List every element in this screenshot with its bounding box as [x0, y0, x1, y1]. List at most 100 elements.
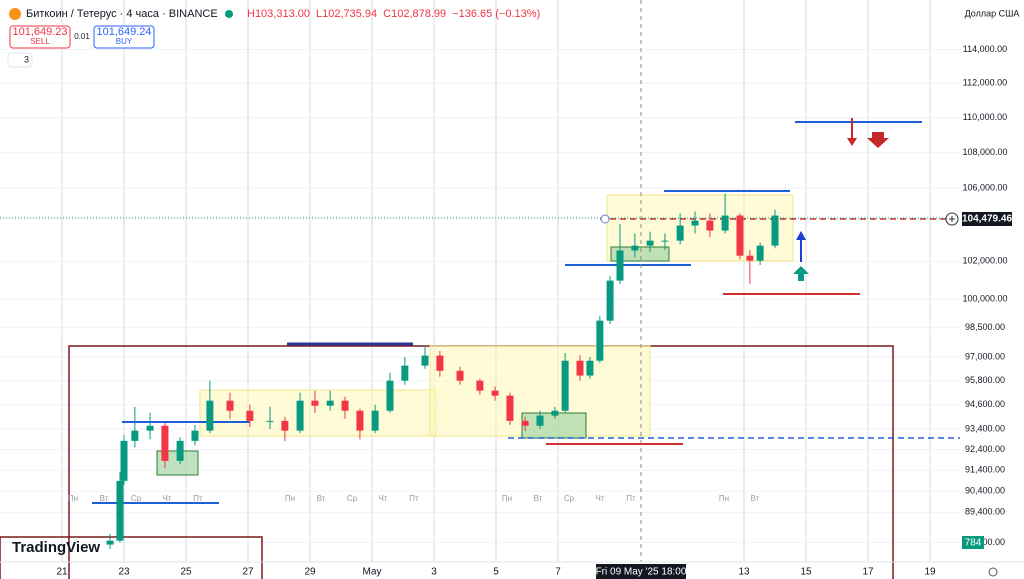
indicator-count: 3: [24, 54, 29, 64]
y-tick-label: 92,400.00: [965, 444, 1005, 454]
candle-body: [131, 430, 139, 441]
logo-text: TradingView: [12, 539, 100, 556]
y-tick-label: 102,000.00: [962, 256, 1007, 266]
cursor-box: [596, 564, 686, 579]
candle-body: [326, 400, 334, 406]
candle-body: [661, 240, 669, 242]
buy-button[interactable]: [93, 25, 155, 49]
arrow: [793, 266, 809, 281]
candle-body: [226, 400, 234, 411]
y-tick-label: 108,000.00: [962, 147, 1007, 157]
y-tick-label: 98,500.00: [965, 322, 1005, 332]
zone: [199, 389, 437, 437]
x-tick-label: 17: [862, 567, 874, 578]
logo: TradingView: [12, 539, 100, 556]
y-tick-label: 90,400.00: [965, 486, 1005, 496]
candle-body: [506, 395, 514, 421]
x-tick-label: 5: [493, 567, 499, 578]
candle-body: [631, 245, 639, 251]
weekday-label: Пт: [409, 494, 419, 503]
candle-body: [756, 245, 764, 261]
x-tick-label: 27: [242, 567, 254, 578]
x-tick-label: 7: [555, 567, 561, 578]
weekday-label: Пн: [285, 494, 295, 503]
zone: [610, 246, 670, 262]
candle-body: [691, 220, 699, 226]
header: Биткоин / Тетерус · 4 часа · BINANCE H10…: [7, 8, 1020, 68]
weekday-label: Вт: [751, 494, 760, 503]
weekday-label: Пт: [193, 494, 203, 503]
volume-box: [962, 536, 984, 549]
candle-body: [106, 540, 114, 545]
candle-body: [120, 440, 128, 481]
candle-body: [116, 480, 124, 541]
candle-body: [296, 400, 304, 431]
candle-body: [676, 225, 684, 241]
status-dot: [225, 10, 233, 18]
x-tick-label: 25: [180, 567, 192, 578]
x-tick-label: 21: [56, 567, 68, 578]
y-tick-label: 94,600.00: [965, 399, 1005, 409]
weekday-label: Вт: [100, 494, 109, 503]
candle-body: [746, 255, 754, 261]
arrow: [867, 132, 889, 148]
volume-last: 784: [965, 538, 982, 549]
candle-body: [536, 415, 544, 426]
x-tick-label: 29: [304, 567, 316, 578]
y-tick-label: 88,000.00: [965, 537, 1005, 547]
candle-body: [771, 215, 779, 246]
axes: 88,000.00 89,400.00 90,400.00 91,400.00 92,4…: [56, 44, 1007, 578]
buy-price: 101,649.24: [96, 26, 151, 38]
weekday-label: Пт: [626, 494, 636, 503]
candle-body: [596, 320, 604, 361]
cursor-label: Fri 09 May '25 18:00: [596, 567, 687, 578]
sell-button[interactable]: [9, 25, 71, 49]
candle-body: [161, 425, 169, 461]
arrow: [796, 231, 806, 240]
candles: [106, 193, 779, 549]
weekday-label: Пн: [68, 494, 78, 503]
y-tick-label: 91,400.00: [965, 465, 1005, 475]
candle-body: [341, 400, 349, 411]
symbol-icon: [9, 8, 21, 20]
x-tick-label: 19: [924, 567, 936, 578]
candle-body: [246, 410, 254, 421]
y-tick-label: 89,400.00: [965, 507, 1005, 517]
y-tick-label: 97,000.00: [965, 351, 1005, 361]
candle-body: [311, 400, 319, 406]
currency[interactable]: Доллар США: [965, 8, 1020, 18]
x-tick-label: 3: [431, 567, 437, 578]
indicator-toggle[interactable]: [7, 52, 33, 68]
candle-body: [421, 355, 429, 366]
price-axis: [960, 0, 1024, 579]
weekday-label: Ср: [564, 494, 575, 503]
arrow: [847, 138, 857, 146]
candle-body: [176, 440, 184, 461]
buy-label: BUY: [116, 37, 133, 46]
weekday-label: Чт: [379, 494, 388, 503]
y-tick-label: 100,000.00: [962, 293, 1007, 303]
y-tick-label: 95,800.00: [965, 375, 1005, 385]
ohlc-value: −136.65 (−0.13%): [452, 8, 540, 20]
candle-body: [721, 215, 729, 231]
x-tick-label: May: [363, 567, 382, 578]
candle-body: [576, 360, 584, 376]
candle-body: [436, 355, 444, 371]
candle-body: [266, 420, 274, 422]
grid: [0, 0, 961, 562]
candle-body: [206, 400, 214, 431]
zone: [521, 412, 587, 439]
ohlc-value: H103,313.00: [247, 8, 310, 20]
symbol: Биткоин / Тетерус · 4 часа · BINANCE: [26, 8, 218, 20]
candle-body: [371, 410, 379, 431]
candle-body: [706, 220, 714, 231]
candle-body: [191, 430, 199, 441]
last-price: 104,479.46: [962, 214, 1012, 225]
weekday-label: Чт: [163, 494, 172, 503]
range-box: [0, 536, 263, 579]
y-tick-label: 114,000.00: [963, 44, 1007, 54]
settings[interactable]: [988, 567, 998, 577]
ohlc-value: C102,878.99: [383, 8, 446, 20]
